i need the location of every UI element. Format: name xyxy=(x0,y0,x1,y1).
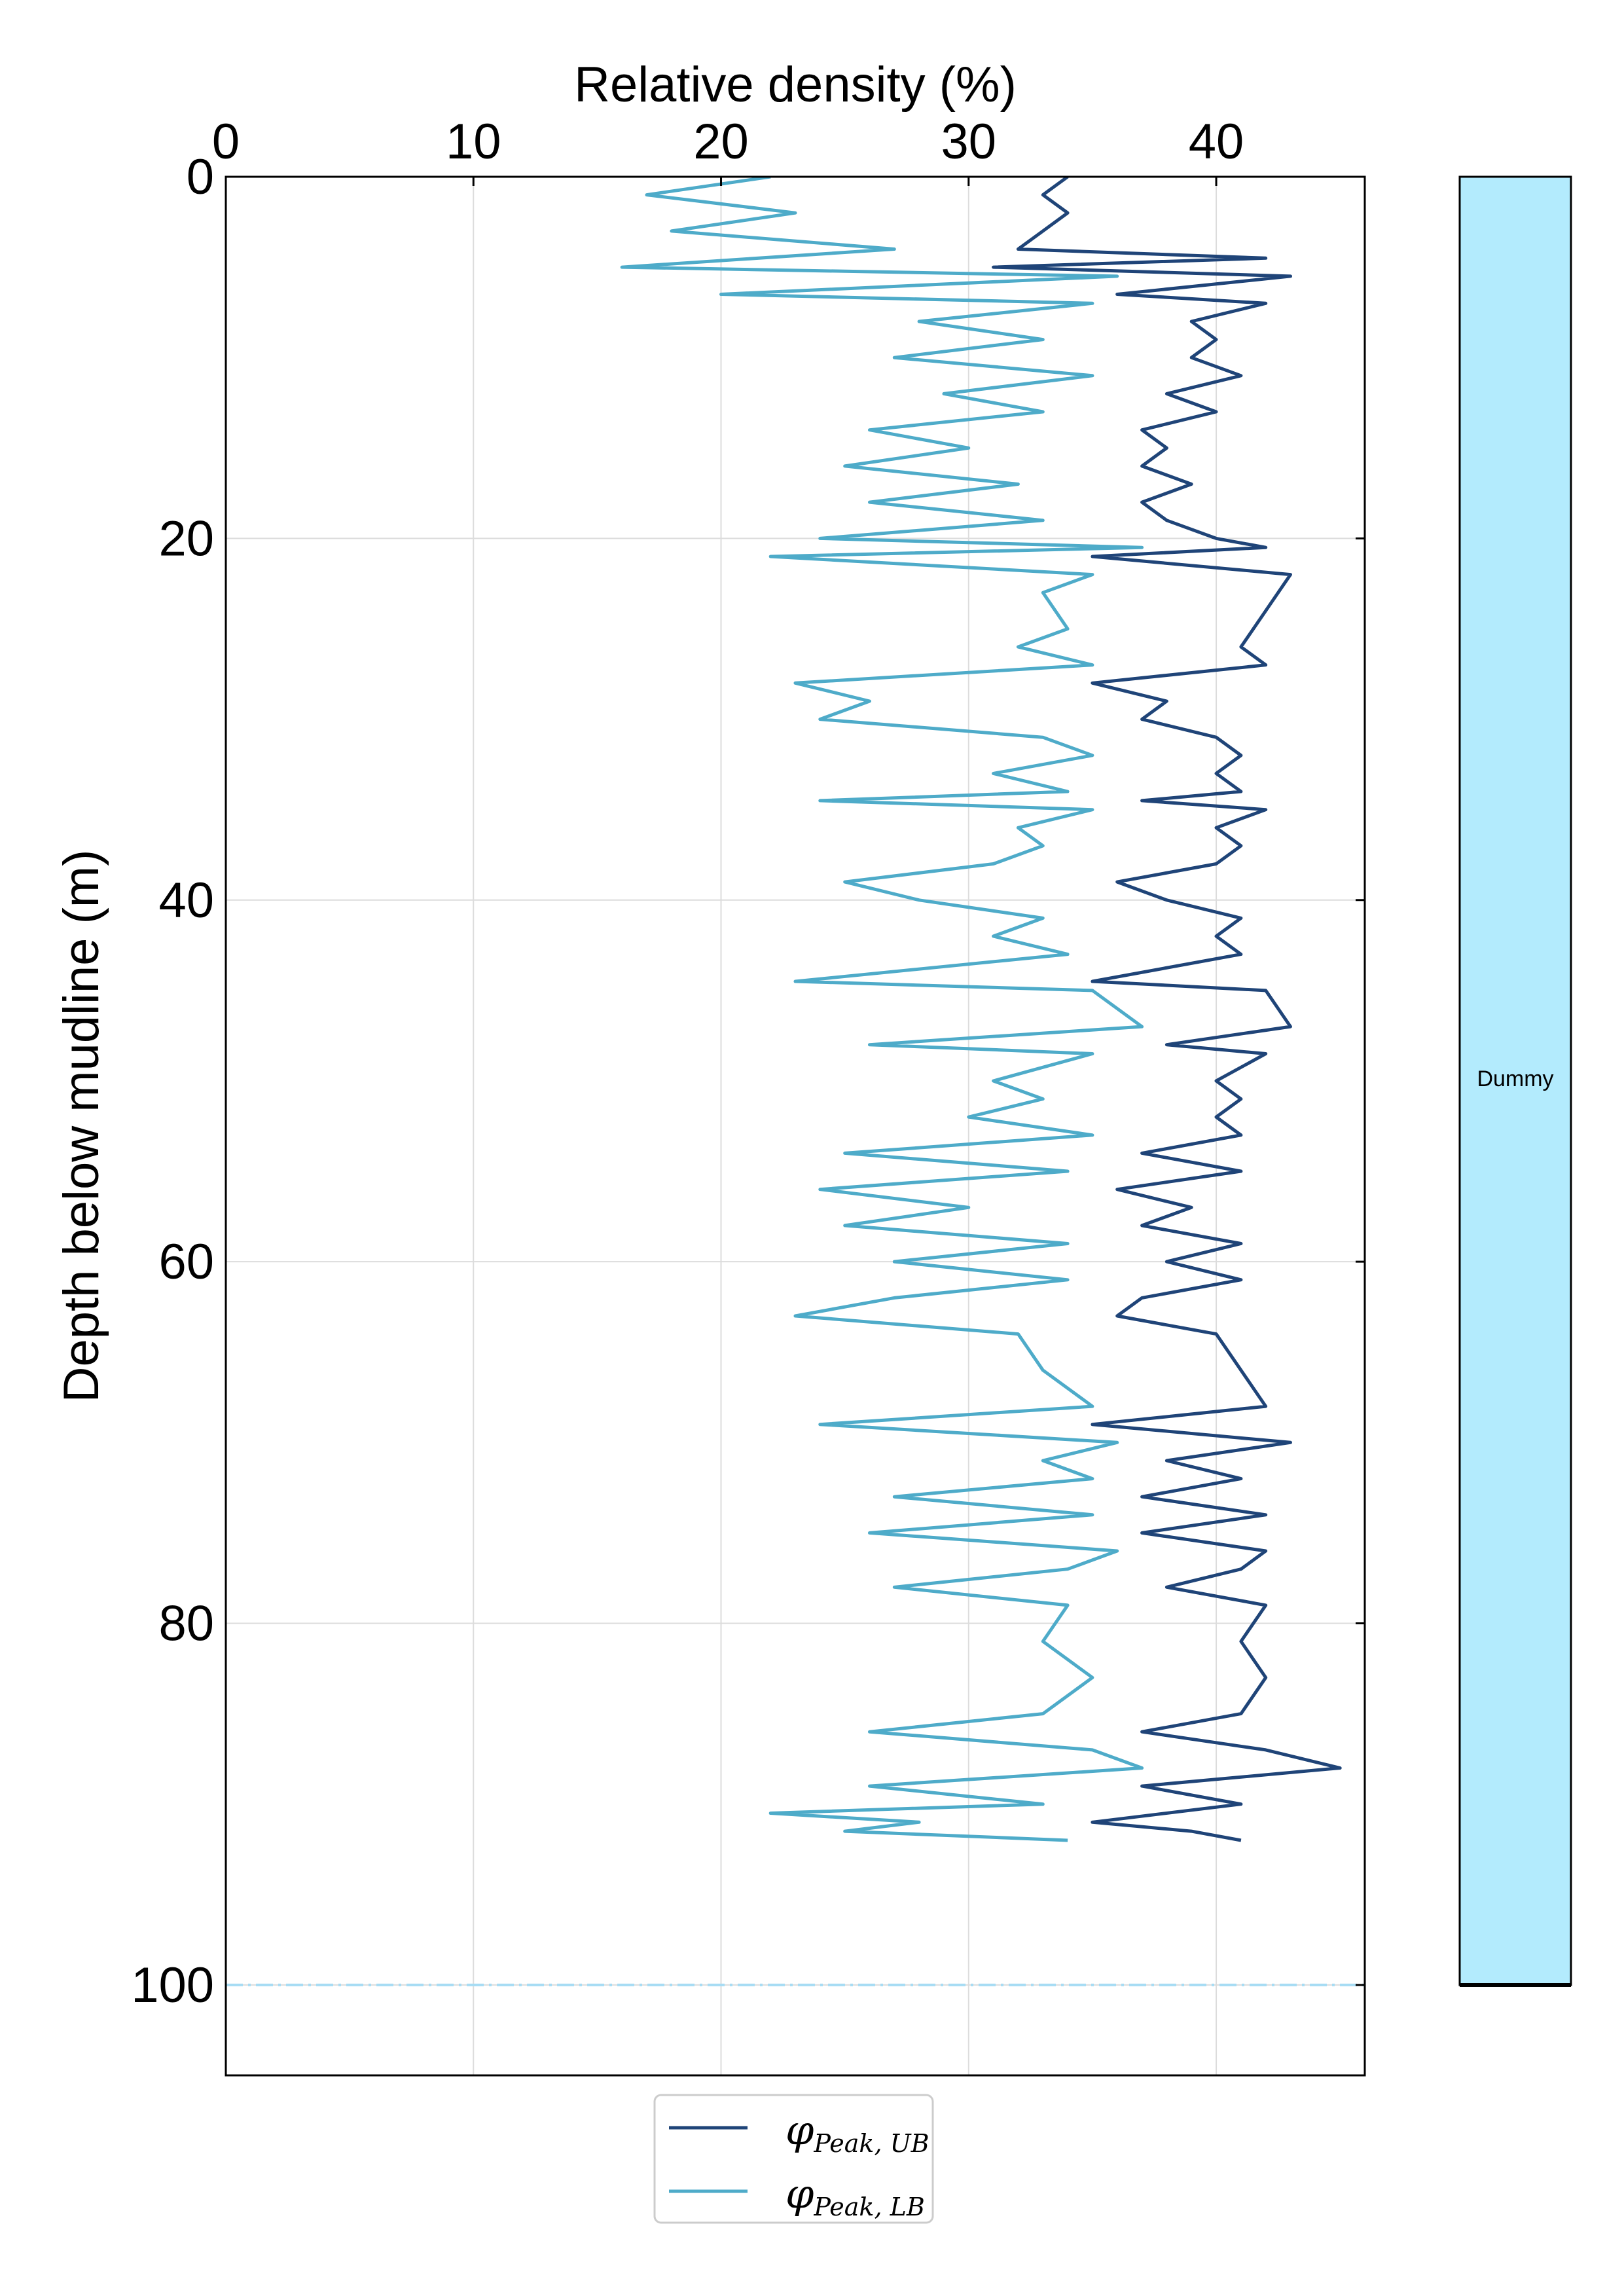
x-tick-label: 20 xyxy=(693,114,749,170)
y-tick-label: 60 xyxy=(158,1234,214,1290)
y-axis-label: Depth below mudline (m) xyxy=(54,850,109,1403)
series-layer xyxy=(620,177,1342,1842)
y-axis-ticks: 0 20 40 60 80 100 xyxy=(131,149,1365,2013)
legend-entry-ub-sub: Peak, UB xyxy=(813,2129,929,2158)
x-tick-label: 0 xyxy=(212,114,240,170)
series-line-1 xyxy=(620,177,1144,1842)
legend-entry-lb: φPeak, LB xyxy=(785,2170,925,2221)
y-tick-label: 20 xyxy=(158,511,214,566)
x-tick-label: 40 xyxy=(1189,114,1244,170)
x-tick-label: 30 xyxy=(941,114,997,170)
legend-entry-ub-main: φ xyxy=(785,2106,814,2154)
x-tick-label: 10 xyxy=(446,114,501,170)
legend-entry-ub: φPeak, UB xyxy=(785,2106,929,2158)
x-axis-label: Relative density (%) xyxy=(574,57,1017,113)
legend-entry-lb-main: φ xyxy=(785,2170,814,2217)
plot-frame xyxy=(225,175,1366,2077)
x-axis-ticks: 0 10 20 30 40 xyxy=(212,114,1244,186)
y-tick-label: 80 xyxy=(158,1596,214,1652)
series-line-0 xyxy=(992,177,1342,1842)
y-tick-label: 0 xyxy=(187,149,214,205)
legend: φPeak, UB φPeak, LB xyxy=(653,2094,934,2224)
side-panel xyxy=(1458,175,1572,1986)
legend-entry-lb-sub: Peak, LB xyxy=(813,2193,924,2221)
side-panel-label: Dummy xyxy=(1477,1066,1553,1091)
y-tick-label: 100 xyxy=(131,1958,214,2013)
y-tick-label: 40 xyxy=(158,873,214,928)
